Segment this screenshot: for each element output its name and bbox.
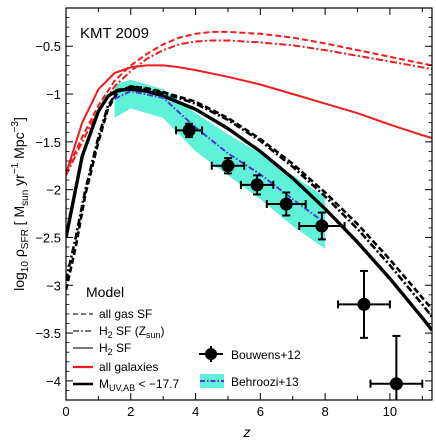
model-line-all-galaxies-gas [66, 30, 432, 173]
legend-label-bright: MUV,AB < −17.7 [99, 377, 180, 393]
legend-label-all-galaxies: all galaxies [99, 360, 158, 374]
y-tick-label: −2 [46, 183, 61, 198]
legend-model-title: Model [86, 284, 124, 300]
bouwens-marker [389, 377, 403, 391]
y-tick-label: −3.5 [35, 326, 61, 341]
y-tick-label: −4 [46, 374, 61, 389]
legend-h2z-end: ) [161, 324, 165, 338]
bouwens-point [210, 157, 246, 175]
model-legend: Model all gas SF H2 SF (Zsun) H2 SF all … [73, 284, 180, 393]
x-tick-label: 8 [321, 404, 328, 419]
behroozi-line-layer [114, 90, 326, 224]
x-tick-label: 10 [383, 404, 397, 419]
legend-h2-sub: 2 [108, 347, 113, 357]
model-line-bright-h2z [66, 85, 432, 318]
legend-label-bouwens: Bouwens+12 [231, 348, 301, 362]
model-lines-layer [66, 30, 432, 332]
x-axis-label: z [243, 424, 251, 440]
y-tick-label: −2.5 [35, 230, 61, 245]
legend-label-h2-sf: H2 SF [99, 341, 131, 357]
bouwens-marker [315, 219, 329, 233]
legend-label-behroozi: Behroozi+13 [231, 375, 299, 389]
plot-frame [65, 7, 433, 401]
bouwens-point [175, 122, 204, 139]
model-line-all-galaxies-h2z [66, 39, 432, 176]
y-axis-label-exp2: −3 [10, 121, 21, 133]
behroozi-band [114, 79, 326, 249]
legend-h2z-base: H [99, 324, 108, 338]
bouwens-point [298, 211, 346, 241]
y-axis-label-rho: ρ [11, 249, 27, 261]
y-axis-label-rho-sub: SFR [20, 229, 31, 249]
model-line-bright-gas [66, 85, 432, 311]
chart-annotation: KMT 2009 [80, 25, 149, 42]
y-tick-label: −3 [46, 278, 61, 293]
legend-label-all-gas-sf: all gas SF [99, 307, 152, 321]
bouwens-points-layer [175, 122, 424, 400]
y-axis-label-close: ] [11, 117, 27, 121]
axis-ticks: 0 2 4 6 8 10 −4 −3.5 −3 −2.5 −2 −1.5 −1 −0.5 [35, 8, 432, 419]
bouwens-marker [250, 178, 264, 192]
legend-label-h2-sf-zsun: H2 SF (Zsun) [99, 324, 165, 340]
behroozi-line [114, 90, 326, 224]
x-tick-label: 0 [62, 404, 69, 419]
data-legend: Bouwens+12 Behroozi+13 [199, 346, 301, 389]
bouwens-marker [279, 197, 293, 211]
bouwens-point [239, 174, 275, 196]
y-axis-label-sun: sun [20, 190, 31, 206]
legend-h2-rest: SF [113, 341, 132, 355]
y-tick-label: −1.5 [35, 135, 61, 150]
bouwens-marker [182, 123, 196, 137]
y-axis-label-yr: yr [11, 174, 27, 190]
legend-h2z-sub: 2 [108, 330, 113, 340]
y-axis-label-log: log [11, 272, 27, 291]
bouwens-point [337, 269, 391, 339]
legend-bouwens-marker [205, 348, 217, 360]
model-line-all-galaxies-h2 [66, 64, 432, 174]
legend-h2-base: H [99, 341, 108, 355]
x-tick-label: 4 [192, 404, 199, 419]
bouwens-point [369, 334, 424, 400]
y-axis-label-mpc: Mpc [11, 132, 27, 162]
y-axis-label-exp1: −1 [10, 162, 21, 174]
legend-bright-sub: UV,AB [109, 383, 135, 393]
x-tick-label: 2 [127, 404, 134, 419]
legend-bright-rest: < −17.7 [135, 377, 179, 391]
y-axis-label-open: [ M [11, 206, 27, 229]
legend-h2z-sub2: sun [146, 330, 161, 340]
bouwens-marker [221, 159, 235, 173]
model-line-bright-h2 [66, 87, 432, 332]
y-axis-label: log10 ρSFR [ Msun yr−1 Mpc−3] [10, 117, 31, 291]
legend-bright-base: M [99, 377, 109, 391]
y-tick-label: −0.5 [35, 39, 61, 54]
x-tick-label: 6 [257, 404, 264, 419]
y-tick-label: −1 [46, 87, 61, 102]
bouwens-marker [357, 297, 371, 311]
behroozi-band-layer [114, 79, 326, 249]
y-axis-label-log-sub: 10 [20, 261, 31, 273]
bouwens-point [265, 191, 307, 217]
legend-h2z-rest: SF (Z [113, 324, 146, 338]
